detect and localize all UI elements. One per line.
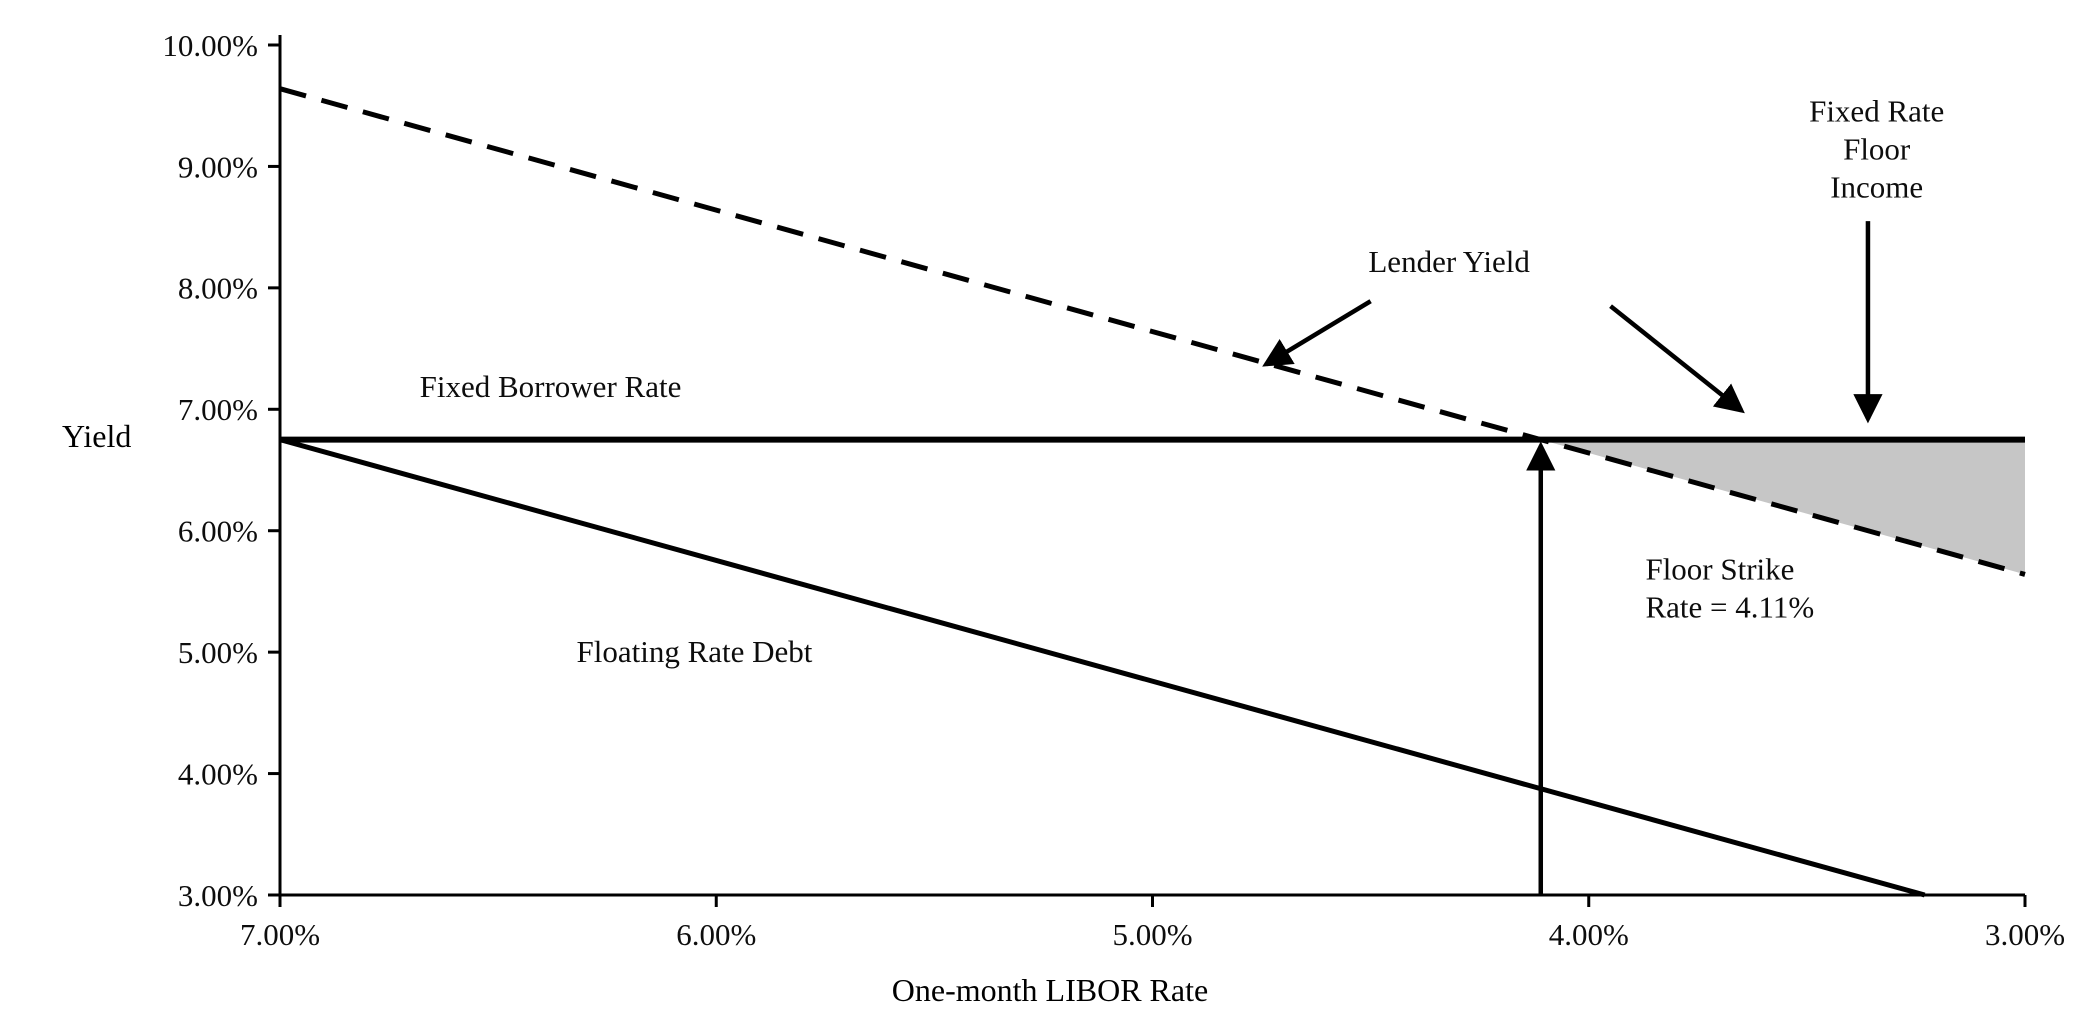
y-tick-label: 9.00% xyxy=(178,149,258,184)
fixed-rate-floor-income-label: Fixed Rate Floor Income xyxy=(1809,94,1944,205)
lender-yield-arrow-right xyxy=(1609,304,1745,414)
y-axis-title: Yield xyxy=(62,418,132,454)
floating-rate-debt-line xyxy=(279,437,1926,898)
lender-yield-label: Lender Yield xyxy=(1368,244,1530,279)
x-tick-label: 7.00% xyxy=(240,917,320,952)
x-tick-label: 4.00% xyxy=(1549,917,1629,952)
fixed-borrower-rate-label: Fixed Borrower Rate xyxy=(420,369,682,404)
y-tick-label: 10.00% xyxy=(162,28,258,63)
x-axis-title: One-month LIBOR Rate xyxy=(891,972,1209,1008)
x-tick-label: 5.00% xyxy=(1112,917,1192,952)
floating-rate-debt-label: Floating Rate Debt xyxy=(576,634,812,669)
x-tick-label: 3.00% xyxy=(1985,917,2065,952)
y-tick-label: 3.00% xyxy=(178,878,258,913)
y-tick-label: 5.00% xyxy=(178,635,258,670)
y-tick-label: 4.00% xyxy=(178,756,258,791)
y-tick-label: 7.00% xyxy=(178,392,258,427)
x-tick-label: 6.00% xyxy=(676,917,756,952)
lender-yield-line xyxy=(279,86,2026,577)
y-tick-label: 8.00% xyxy=(178,271,258,306)
floor-strike-label: Floor Strike Rate = 4.11% xyxy=(1645,551,1814,624)
lender-yield-arrow-left xyxy=(1262,299,1372,367)
y-tick-label: 6.00% xyxy=(178,514,258,549)
